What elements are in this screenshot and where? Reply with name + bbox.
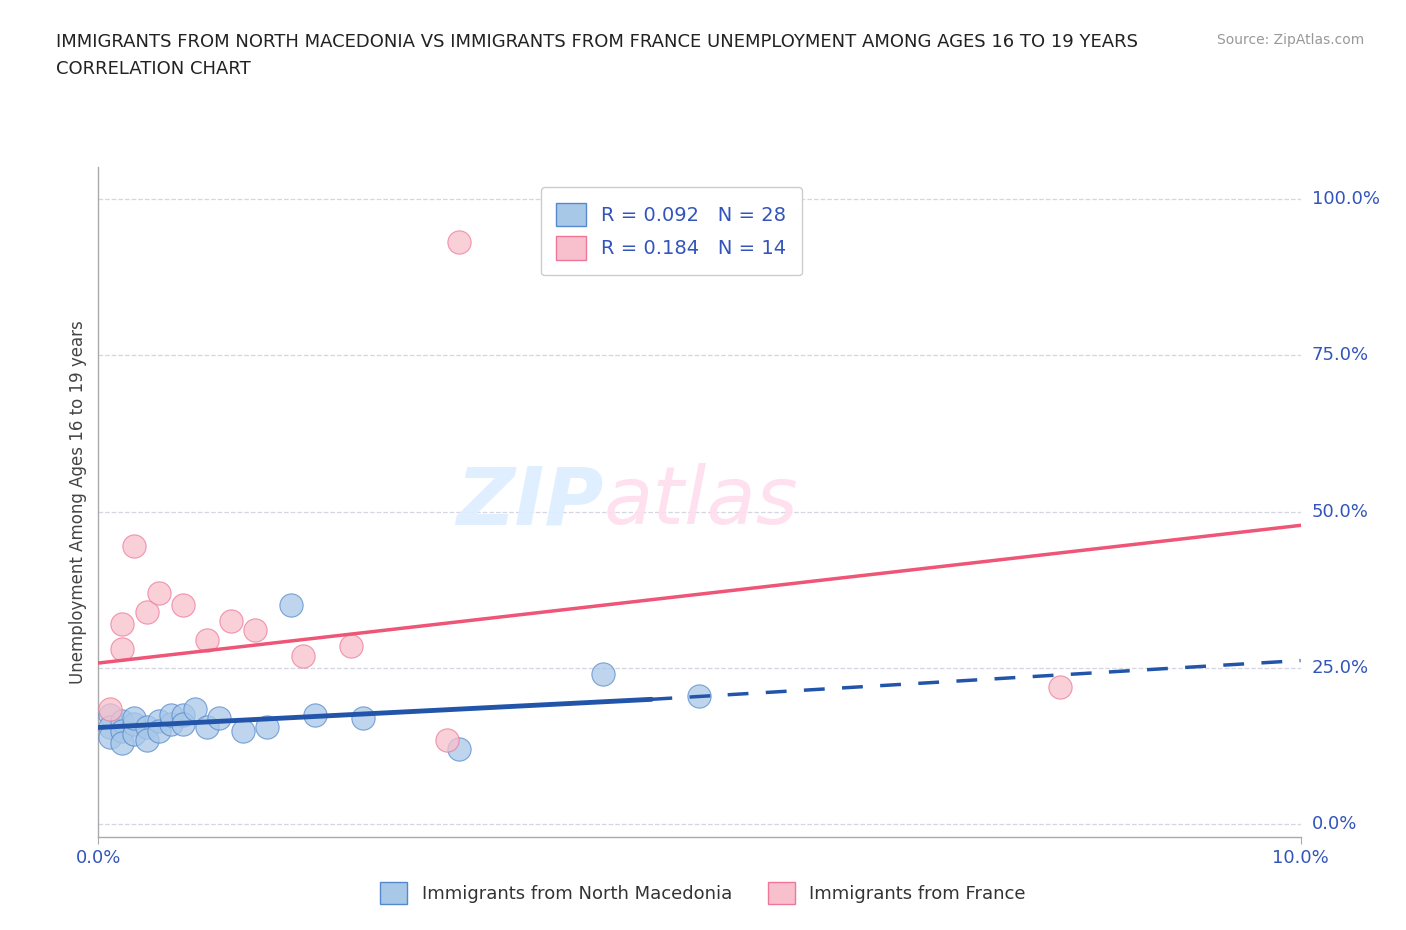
Point bbox=[280, 598, 302, 613]
Point bbox=[304, 708, 326, 723]
Legend: R = 0.092   N = 28, R = 0.184   N = 14: R = 0.092 N = 28, R = 0.184 N = 14 bbox=[541, 187, 801, 275]
Point bbox=[172, 598, 194, 613]
Point bbox=[148, 724, 170, 738]
Point bbox=[208, 711, 231, 725]
Text: 25.0%: 25.0% bbox=[1312, 659, 1369, 677]
Text: IMMIGRANTS FROM NORTH MACEDONIA VS IMMIGRANTS FROM FRANCE UNEMPLOYMENT AMONG AGE: IMMIGRANTS FROM NORTH MACEDONIA VS IMMIG… bbox=[56, 33, 1139, 50]
Y-axis label: Unemployment Among Ages 16 to 19 years: Unemployment Among Ages 16 to 19 years bbox=[69, 320, 87, 684]
Point bbox=[447, 235, 470, 250]
Point bbox=[135, 604, 157, 619]
Point bbox=[135, 733, 157, 748]
Legend: Immigrants from North Macedonia, Immigrants from France: Immigrants from North Macedonia, Immigra… bbox=[373, 875, 1033, 911]
Text: 50.0%: 50.0% bbox=[1312, 502, 1368, 521]
Point bbox=[100, 701, 122, 716]
Point bbox=[172, 708, 194, 723]
Point bbox=[111, 714, 134, 729]
Point bbox=[1049, 680, 1071, 695]
Point bbox=[447, 742, 470, 757]
Point bbox=[111, 642, 134, 657]
Point bbox=[100, 708, 122, 723]
Point bbox=[340, 639, 363, 654]
Point bbox=[436, 733, 458, 748]
Point bbox=[124, 717, 146, 732]
Point bbox=[148, 586, 170, 601]
Point bbox=[135, 720, 157, 735]
Point bbox=[159, 708, 181, 723]
Text: 75.0%: 75.0% bbox=[1312, 346, 1369, 365]
Point bbox=[148, 714, 170, 729]
Point bbox=[195, 632, 218, 647]
Text: atlas: atlas bbox=[603, 463, 799, 541]
Point bbox=[592, 667, 614, 682]
Text: 0.0%: 0.0% bbox=[1312, 816, 1357, 833]
Point bbox=[100, 720, 122, 735]
Point bbox=[688, 689, 710, 704]
Point bbox=[232, 724, 254, 738]
Point bbox=[100, 729, 122, 744]
Point bbox=[124, 726, 146, 741]
Point bbox=[256, 720, 278, 735]
Point bbox=[219, 614, 242, 629]
Point bbox=[243, 623, 266, 638]
Point bbox=[159, 717, 181, 732]
Point bbox=[124, 711, 146, 725]
Text: Source: ZipAtlas.com: Source: ZipAtlas.com bbox=[1216, 33, 1364, 46]
Point bbox=[352, 711, 374, 725]
Point bbox=[124, 538, 146, 553]
Point bbox=[111, 617, 134, 631]
Text: 100.0%: 100.0% bbox=[1312, 190, 1379, 207]
Point bbox=[111, 724, 134, 738]
Point bbox=[195, 720, 218, 735]
Point bbox=[111, 736, 134, 751]
Text: ZIP: ZIP bbox=[456, 463, 603, 541]
Point bbox=[183, 701, 205, 716]
Point bbox=[172, 717, 194, 732]
Point bbox=[291, 648, 314, 663]
Text: CORRELATION CHART: CORRELATION CHART bbox=[56, 60, 252, 78]
